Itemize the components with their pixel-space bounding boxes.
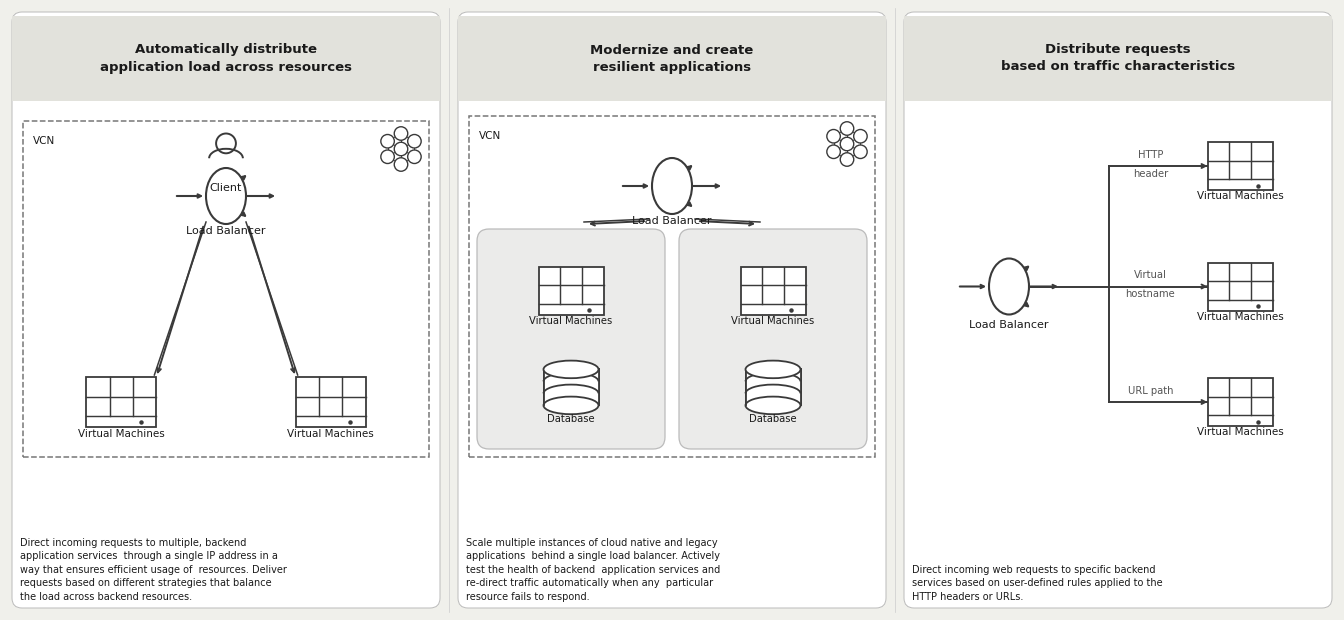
Text: HTTP: HTTP	[1137, 150, 1163, 160]
Ellipse shape	[206, 168, 246, 224]
Circle shape	[840, 153, 853, 166]
Text: VCN: VCN	[34, 136, 55, 146]
Text: Client: Client	[210, 183, 242, 193]
Text: Virtual: Virtual	[1134, 270, 1167, 280]
FancyBboxPatch shape	[458, 12, 886, 608]
Circle shape	[380, 150, 394, 164]
Text: Database: Database	[547, 414, 595, 425]
Text: Load Balancer: Load Balancer	[187, 226, 266, 236]
Text: Direct incoming web requests to specific backend
services based on user-defined : Direct incoming web requests to specific…	[913, 565, 1163, 602]
Text: Virtual Machines: Virtual Machines	[1196, 311, 1284, 322]
Bar	[1207, 142, 1273, 190]
Text: Direct incoming requests to multiple, backend
application services  through a si: Direct incoming requests to multiple, ba…	[20, 538, 286, 602]
Circle shape	[380, 135, 394, 148]
Bar	[12, 16, 439, 101]
Bar	[469, 116, 875, 457]
Circle shape	[840, 122, 853, 135]
Circle shape	[407, 150, 421, 164]
FancyBboxPatch shape	[679, 229, 867, 449]
Text: Load Balancer: Load Balancer	[969, 319, 1048, 329]
Ellipse shape	[543, 397, 598, 414]
Text: Virtual Machines: Virtual Machines	[288, 429, 374, 439]
Bar	[746, 370, 801, 405]
Bar	[543, 370, 598, 405]
Text: URL path: URL path	[1128, 386, 1173, 396]
FancyBboxPatch shape	[905, 12, 1332, 608]
Text: VCN: VCN	[478, 131, 501, 141]
Circle shape	[394, 142, 407, 156]
Bar	[86, 377, 156, 427]
Text: Automatically distribute
application load across resources: Automatically distribute application loa…	[99, 43, 352, 74]
Text: Virtual Machines: Virtual Machines	[731, 316, 814, 326]
Circle shape	[827, 145, 840, 159]
Bar	[741, 267, 805, 314]
Bar	[905, 16, 1332, 101]
FancyBboxPatch shape	[477, 229, 665, 449]
Text: Scale multiple instances of cloud native and legacy
applications  behind a singl: Scale multiple instances of cloud native…	[466, 538, 720, 602]
Circle shape	[407, 135, 421, 148]
Circle shape	[853, 130, 867, 143]
Text: header: header	[1133, 169, 1168, 179]
Circle shape	[216, 133, 237, 153]
Ellipse shape	[652, 158, 692, 214]
Text: Load Balancer: Load Balancer	[632, 216, 712, 226]
FancyBboxPatch shape	[12, 12, 439, 608]
Ellipse shape	[543, 361, 598, 378]
Bar	[23, 121, 429, 457]
Bar	[1207, 262, 1273, 311]
Ellipse shape	[746, 361, 801, 378]
Circle shape	[827, 130, 840, 143]
Text: Virtual Machines: Virtual Machines	[1196, 191, 1284, 201]
Circle shape	[394, 157, 407, 171]
Text: Distribute requests
based on traffic characteristics: Distribute requests based on traffic cha…	[1001, 43, 1235, 74]
Circle shape	[394, 126, 407, 140]
Text: Virtual Machines: Virtual Machines	[78, 429, 165, 439]
Bar	[296, 377, 366, 427]
Text: Modernize and create
resilient applications: Modernize and create resilient applicati…	[590, 43, 754, 74]
Bar	[458, 16, 886, 101]
Bar	[539, 267, 603, 314]
Bar	[1207, 378, 1273, 426]
Circle shape	[853, 145, 867, 159]
Text: Virtual Machines: Virtual Machines	[1196, 427, 1284, 437]
Ellipse shape	[989, 259, 1030, 314]
Text: hostname: hostname	[1125, 290, 1175, 299]
Text: Database: Database	[749, 414, 797, 425]
Circle shape	[840, 137, 853, 151]
Ellipse shape	[746, 397, 801, 414]
Text: Virtual Machines: Virtual Machines	[530, 316, 613, 326]
